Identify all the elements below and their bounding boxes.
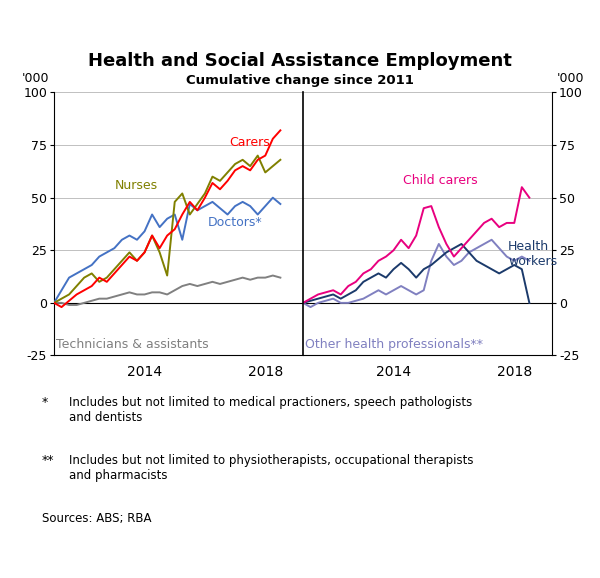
Text: Cumulative change since 2011: Cumulative change since 2011: [186, 75, 414, 87]
Text: Includes but not limited to medical practioners, speech pathologists
and dentist: Includes but not limited to medical prac…: [69, 396, 472, 424]
Text: '000: '000: [557, 72, 584, 84]
Text: *: *: [42, 396, 48, 409]
Text: Carers: Carers: [229, 136, 270, 150]
Text: Includes but not limited to physiotherapists, occupational therapists
and pharma: Includes but not limited to physiotherap…: [69, 454, 473, 481]
Text: Technicians & assistants: Technicians & assistants: [56, 339, 208, 351]
Text: Health and Social Assistance Employment: Health and Social Assistance Employment: [88, 51, 512, 70]
Text: Health
workers: Health workers: [508, 240, 557, 269]
Text: Other health professionals**: Other health professionals**: [305, 339, 482, 351]
Text: Sources: ABS; RBA: Sources: ABS; RBA: [42, 512, 151, 524]
Text: '000: '000: [22, 72, 49, 84]
Text: **: **: [42, 454, 55, 466]
Text: Nurses: Nurses: [115, 179, 157, 191]
Text: Doctors*: Doctors*: [208, 216, 263, 229]
Text: Child carers: Child carers: [403, 175, 477, 187]
